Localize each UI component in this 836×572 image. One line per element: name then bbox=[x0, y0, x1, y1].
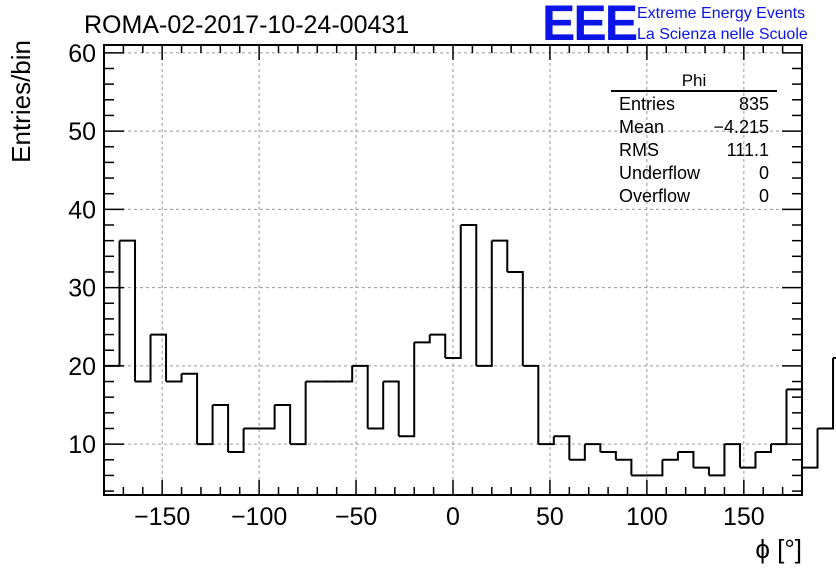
histogram-bin bbox=[398, 342, 416, 438]
histogram-bin bbox=[553, 435, 571, 460]
y-tick-label: 40 bbox=[68, 196, 96, 224]
y-axis-title: Entries/bin bbox=[6, 40, 36, 163]
histogram-bin bbox=[693, 466, 710, 476]
histogram-bin bbox=[615, 458, 633, 476]
histogram-bin bbox=[739, 451, 757, 469]
plot-frame bbox=[103, 44, 803, 496]
logo-line-1: Extreme Energy Events bbox=[637, 5, 805, 22]
histogram-bin bbox=[103, 240, 121, 495]
x-tick-label: −50 bbox=[335, 503, 377, 531]
histogram-bin bbox=[429, 333, 447, 359]
histogram-bin bbox=[197, 405, 214, 446]
stats-title: Phi bbox=[682, 71, 707, 90]
logo-line-2: La Scienza nelle Scuole bbox=[637, 26, 808, 43]
histogram-bin bbox=[352, 364, 369, 429]
stats-label: Entries bbox=[619, 94, 675, 114]
x-axis-title: ϕ [°] bbox=[755, 534, 802, 564]
grid-lines bbox=[104, 45, 802, 495]
stats-label: RMS bbox=[619, 140, 659, 160]
stats-label: Mean bbox=[619, 117, 664, 137]
x-tick-label: 50 bbox=[536, 503, 564, 531]
y-tick-label: 10 bbox=[68, 431, 96, 459]
histogram-bin bbox=[383, 380, 400, 437]
y-tick-label: 20 bbox=[68, 353, 96, 381]
stats-label: Overflow bbox=[619, 186, 691, 206]
histogram-bin bbox=[538, 436, 555, 446]
y-tick-label: 60 bbox=[68, 40, 96, 68]
stats-value: 111.1 bbox=[727, 140, 769, 160]
histogram-bin bbox=[662, 451, 679, 461]
y-tick-label: 30 bbox=[68, 275, 96, 303]
histogram-bin bbox=[290, 381, 307, 446]
histogram-bin bbox=[770, 389, 788, 446]
histogram-bin bbox=[507, 270, 524, 366]
histogram-bin bbox=[708, 444, 726, 477]
histogram-bin bbox=[460, 224, 478, 366]
histogram-bin bbox=[677, 450, 695, 468]
histogram-bin bbox=[584, 443, 602, 452]
stats-value: 0 bbox=[759, 163, 769, 183]
histogram-bin bbox=[274, 404, 292, 445]
axis-ticks bbox=[104, 45, 803, 495]
x-tick-label: 100 bbox=[626, 503, 668, 531]
stats-value: −4.215 bbox=[713, 117, 769, 137]
histogram-bin bbox=[259, 405, 276, 430]
histogram-bin bbox=[414, 334, 431, 344]
histogram-bin bbox=[522, 364, 540, 445]
histogram-bin bbox=[228, 428, 245, 453]
stats-value: 835 bbox=[739, 94, 769, 114]
histogram-bin bbox=[135, 334, 152, 383]
histogram-bin bbox=[166, 373, 183, 383]
stats-label: Underflow bbox=[619, 163, 701, 183]
histogram-bin bbox=[491, 239, 509, 272]
eee-logo-mark: EEE bbox=[542, 0, 637, 51]
histogram-bin bbox=[150, 333, 168, 382]
histogram-bin bbox=[476, 240, 493, 367]
histogram-bin bbox=[724, 443, 741, 468]
stats-rows: Entries 835 Mean −4.215 RMS 111.1 Underflow 0 Ov… bbox=[619, 94, 769, 206]
x-tick-label: −150 bbox=[134, 503, 190, 531]
histogram-bin bbox=[569, 444, 586, 461]
histogram-bin bbox=[367, 381, 385, 430]
y-tick-label: 50 bbox=[68, 118, 96, 146]
histogram-bin bbox=[445, 225, 462, 360]
x-tick-label: 150 bbox=[723, 503, 765, 531]
histogram-bin bbox=[646, 459, 664, 477]
histogram-bin bbox=[119, 239, 137, 382]
stats-value: 0 bbox=[759, 186, 769, 206]
chart-title: ROMA-02-2017-10-24-00431 bbox=[84, 11, 409, 39]
histogram-bin bbox=[181, 372, 199, 445]
x-tick-label: 0 bbox=[446, 503, 460, 531]
tick-labels: −150 −100 −50 0 50 100 150 10 20 30 40 50 60 bbox=[68, 40, 765, 531]
x-tick-label: −100 bbox=[231, 503, 287, 531]
histogram-bin bbox=[817, 358, 835, 430]
histogram-bin bbox=[212, 404, 230, 452]
histogram-bin bbox=[600, 450, 617, 460]
stats-box: Phi Entries 835 Mean −4.215 RMS 111.1 Underflo… bbox=[611, 71, 777, 206]
histogram-bin bbox=[802, 428, 819, 469]
histogram-bin bbox=[336, 365, 354, 383]
histogram-bin bbox=[755, 444, 772, 453]
